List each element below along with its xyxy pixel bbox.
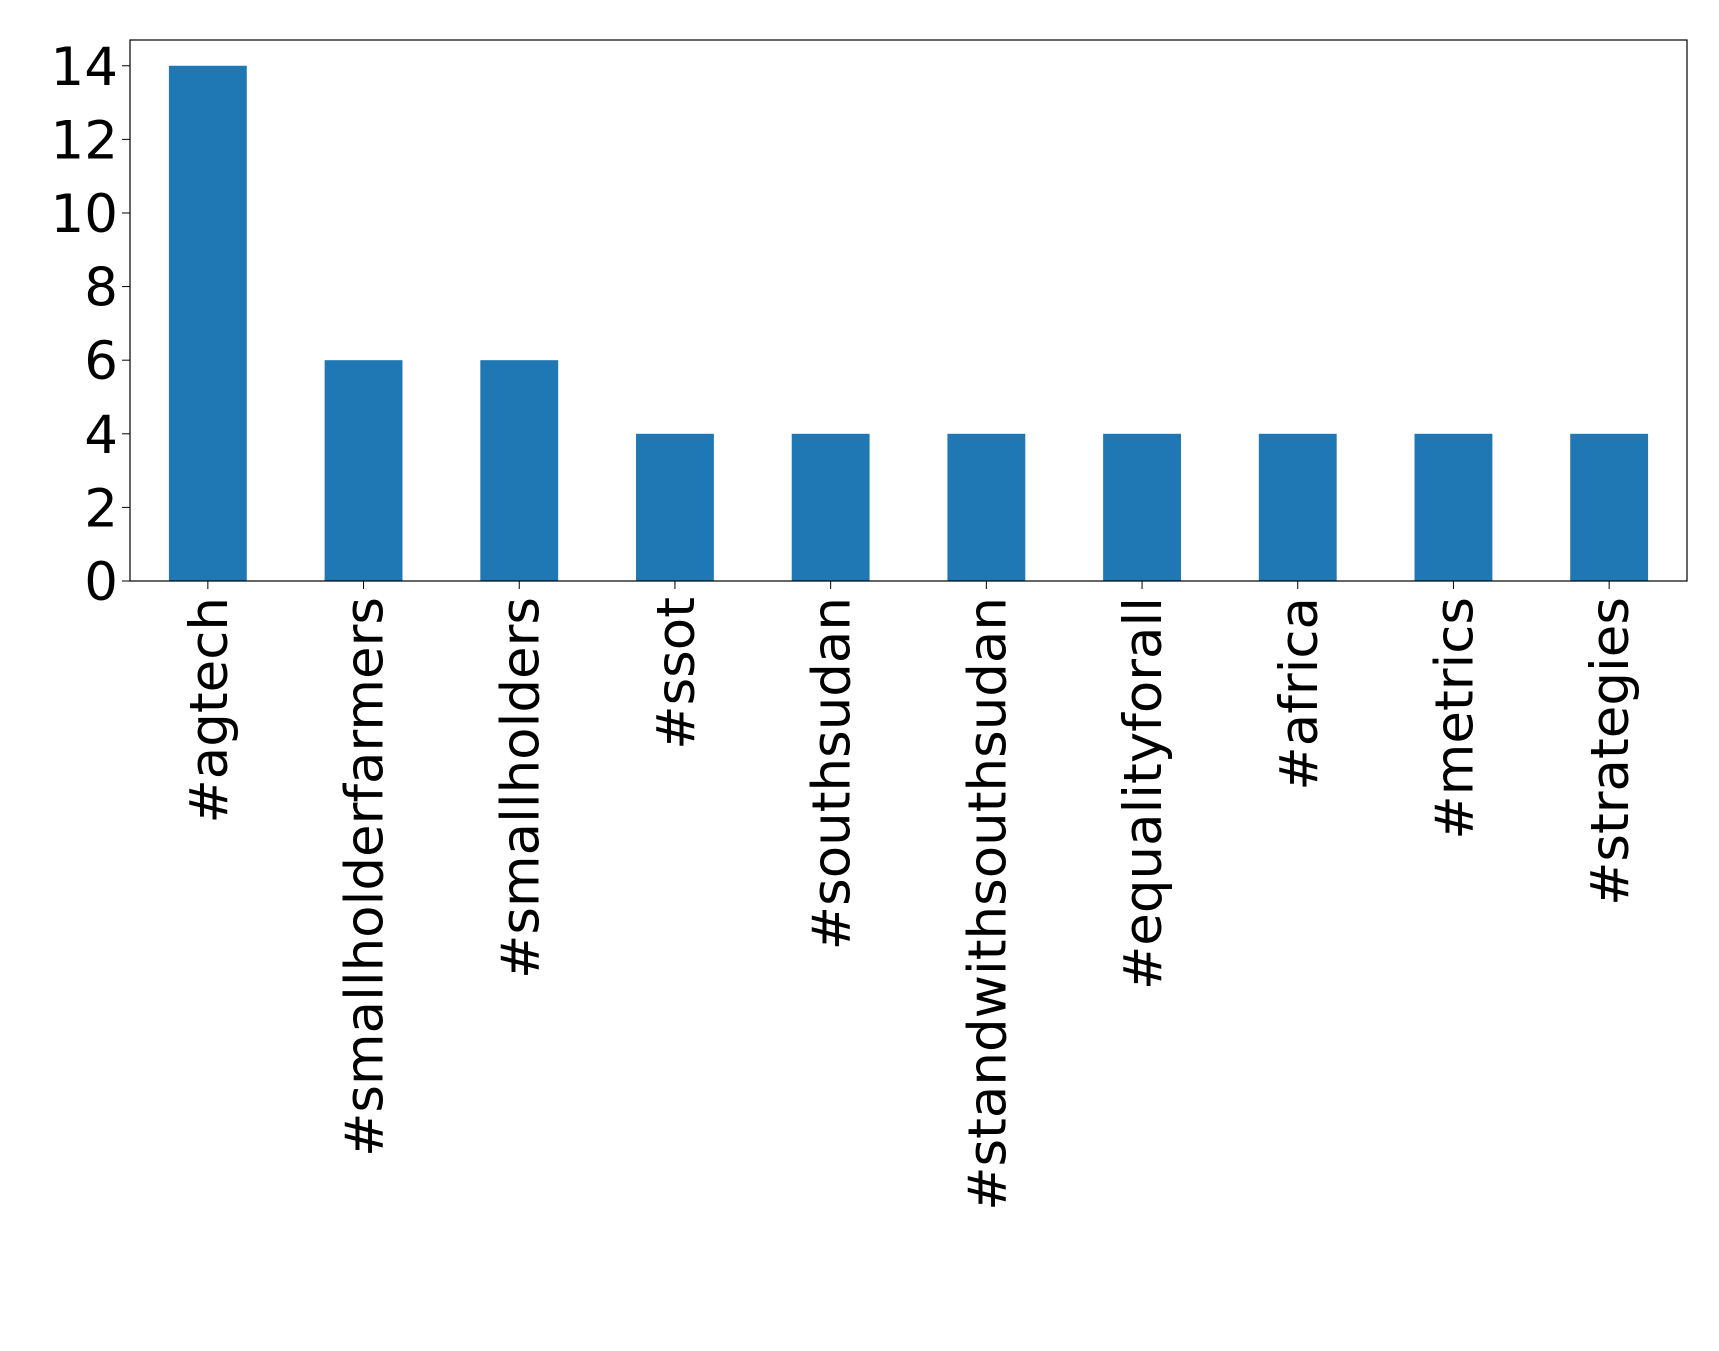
y-tick-label: 4 xyxy=(84,405,118,466)
bar xyxy=(168,65,247,581)
x-tick-label: #southsudan xyxy=(802,597,863,950)
y-tick-label: 2 xyxy=(84,478,118,539)
bar xyxy=(480,360,559,581)
x-tick-label: #standwithsouthsudan xyxy=(957,597,1018,1211)
bar xyxy=(1258,433,1337,581)
y-tick-label: 0 xyxy=(84,552,118,613)
x-tick-label: #smallholderfarmers xyxy=(335,597,396,1157)
y-tick-label: 14 xyxy=(51,37,118,98)
x-tick-label: #agtech xyxy=(179,597,240,824)
bar xyxy=(636,433,714,581)
bar xyxy=(324,360,403,581)
plot-frame xyxy=(129,39,1688,582)
bar xyxy=(1414,433,1493,581)
y-tick-label: 10 xyxy=(51,184,118,245)
x-tick-label: #ssot xyxy=(646,597,707,750)
y-tick-label: 6 xyxy=(84,331,118,392)
bar xyxy=(791,433,870,581)
y-tick-label: 12 xyxy=(51,110,118,171)
x-tick-label: #africa xyxy=(1269,597,1330,791)
bar xyxy=(947,433,1026,581)
y-tick-label: 8 xyxy=(84,258,118,319)
bar xyxy=(1103,433,1181,581)
bar xyxy=(1570,433,1649,581)
x-tick-label: #metrics xyxy=(1424,597,1485,840)
x-tick-label: #smallholders xyxy=(490,597,551,979)
x-tick-label: #equalityforall xyxy=(1113,597,1174,990)
x-tick-label: #strategies xyxy=(1580,597,1641,906)
